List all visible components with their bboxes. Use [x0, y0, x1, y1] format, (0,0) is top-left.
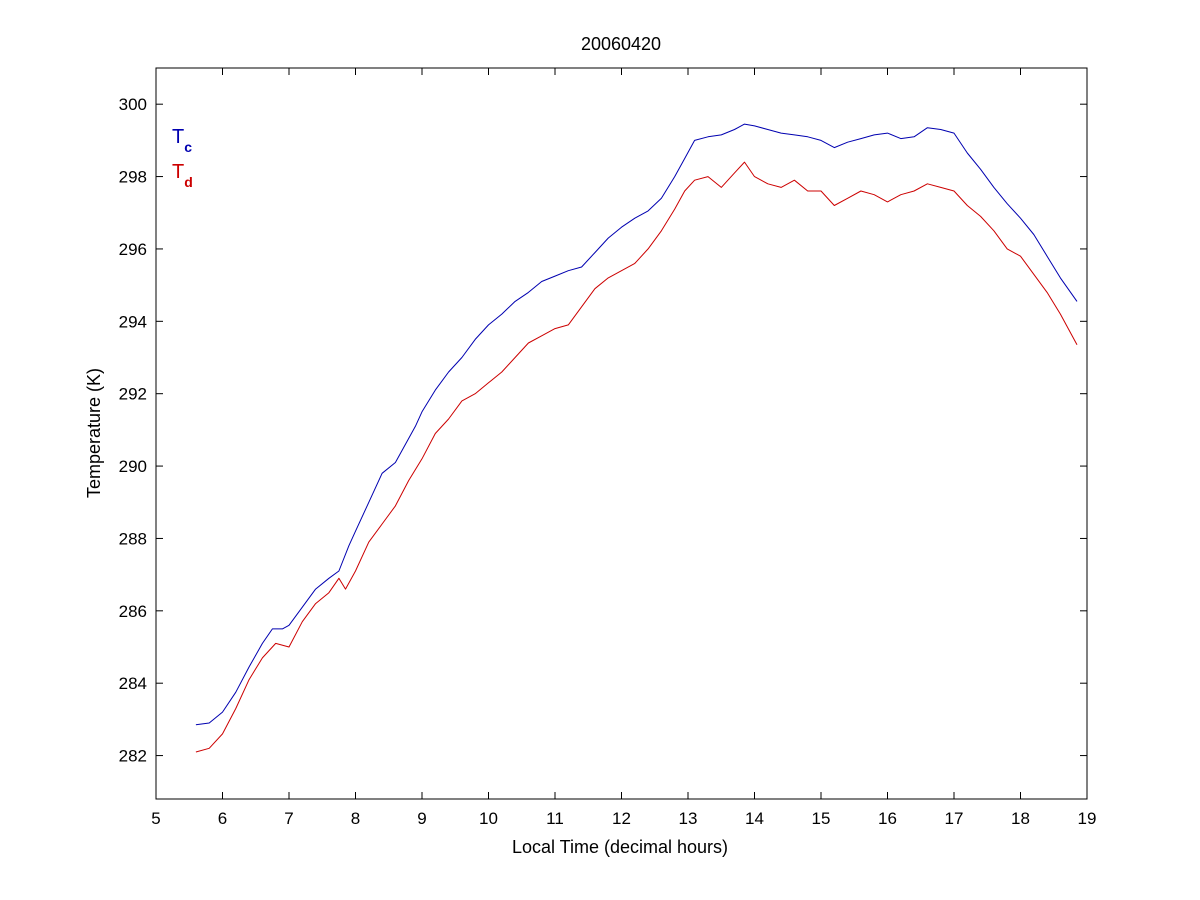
x-tick-label: 18 [1011, 809, 1030, 828]
plot-area [155, 67, 1088, 800]
legend-entry-td: Td [172, 161, 193, 190]
legend-entry-tc: Tc [172, 126, 192, 155]
y-tick-label: 296 [119, 240, 147, 259]
legend-tc-main: T [172, 126, 184, 148]
x-tick-label: 6 [218, 809, 227, 828]
x-tick-label: 10 [479, 809, 498, 828]
x-tick-label: 5 [151, 809, 160, 828]
y-tick-label: 284 [119, 674, 147, 693]
x-tick-label: 17 [945, 809, 964, 828]
chart-title: 20060420 [581, 34, 661, 54]
x-tick-label: 9 [417, 809, 426, 828]
y-tick-label: 286 [119, 602, 147, 621]
y-tick-label: 290 [119, 457, 147, 476]
legend-td-sub: d [184, 174, 193, 190]
axis-ticks [155, 68, 1088, 799]
y-tick-labels: 282 284 286 288 290 292 294 296 298 300 [119, 95, 147, 765]
legend-td-main: T [172, 161, 184, 183]
x-tick-label: 14 [745, 809, 764, 828]
x-tick-label: 19 [1078, 809, 1097, 828]
y-axis-title: Temperature (K) [84, 368, 104, 498]
x-tick-label: 8 [351, 809, 360, 828]
legend-tc-sub: c [184, 139, 192, 155]
x-tick-labels: 5 6 7 8 9 10 11 12 13 14 15 16 17 18 19 [151, 809, 1096, 828]
y-tick-label: 294 [119, 312, 147, 331]
x-tick-label: 12 [612, 809, 631, 828]
x-tick-label: 15 [812, 809, 831, 828]
series-layer [195, 123, 1078, 753]
legend: Tc Td [172, 126, 193, 190]
y-tick-label: 300 [119, 95, 147, 114]
x-axis-title: Local Time (decimal hours) [512, 837, 728, 857]
y-tick-label: 298 [119, 168, 147, 187]
x-tick-label: 16 [878, 809, 897, 828]
y-tick-label: 292 [119, 385, 147, 404]
x-tick-label: 7 [284, 809, 293, 828]
y-tick-label: 282 [119, 747, 147, 766]
series-line-td [195, 161, 1078, 753]
y-tick-label: 288 [119, 529, 147, 548]
x-tick-label: 13 [679, 809, 698, 828]
series-line-tc [195, 123, 1078, 726]
x-tick-label: 11 [546, 809, 564, 828]
